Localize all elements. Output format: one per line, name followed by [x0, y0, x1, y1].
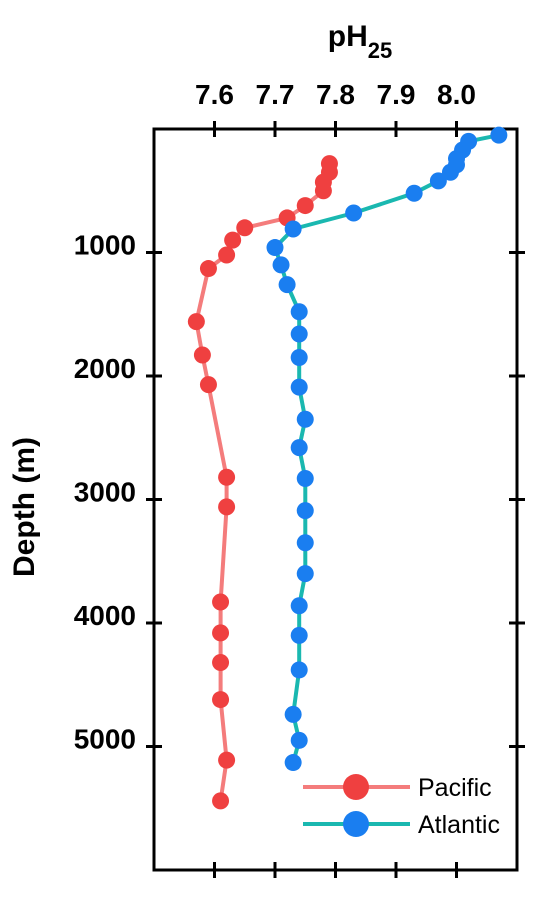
atlantic-point — [296, 470, 314, 488]
atlantic-point — [290, 439, 308, 457]
atlantic-point — [290, 303, 308, 321]
atlantic-point — [284, 705, 302, 723]
y-axis-title: Depth (m) — [8, 437, 41, 577]
atlantic-point — [278, 276, 296, 294]
pacific-point — [212, 792, 230, 810]
y-axis: 1000 2000 3000 4000 5000 — [74, 230, 525, 755]
pacific-point — [224, 231, 242, 249]
pacific-point — [296, 197, 314, 215]
legend: Pacific Atlantic — [303, 774, 500, 839]
plot-frame — [152, 127, 519, 872]
x-axis-title: pH25 — [328, 20, 392, 63]
atlantic-point — [405, 184, 423, 202]
atlantic-point — [290, 661, 308, 679]
atlantic-point — [345, 204, 363, 222]
y-tick-label: 5000 — [74, 724, 136, 755]
x-tick-label: 7.6 — [195, 79, 234, 110]
atlantic-point — [290, 731, 308, 749]
atlantic-point — [290, 626, 308, 644]
atlantic-point — [441, 163, 459, 181]
legend-atlantic-label: Atlantic — [418, 811, 500, 839]
atlantic-point — [490, 126, 508, 144]
x-tick-label: 7.9 — [377, 79, 416, 110]
pacific-point — [212, 624, 230, 642]
y-tick-label: 2000 — [74, 353, 136, 384]
pacific-point — [212, 654, 230, 672]
atlantic-point — [290, 597, 308, 615]
pacific-point — [218, 498, 236, 516]
x-axis-title-main: pH — [328, 20, 368, 53]
pacific-point — [199, 260, 217, 278]
pacific-point — [314, 182, 332, 200]
x-axis: 7.6 7.7 7.8 7.9 8.0 — [195, 79, 476, 878]
pacific-point — [193, 346, 211, 364]
legend-atlantic-marker — [343, 811, 369, 837]
atlantic-line — [273, 133, 500, 764]
pacific-point — [212, 691, 230, 709]
atlantic-point — [296, 565, 314, 583]
series-layer — [187, 126, 508, 810]
y-tick-label: 3000 — [74, 477, 136, 508]
pacific-point — [187, 313, 205, 331]
x-axis-title-subscript: 25 — [368, 38, 392, 63]
atlantic-point — [296, 502, 314, 520]
atlantic-point — [296, 534, 314, 552]
y-tick-label: 4000 — [74, 600, 136, 631]
x-tick-label: 7.7 — [256, 79, 295, 110]
atlantic-point — [290, 378, 308, 396]
pacific-point — [218, 246, 236, 264]
legend-pacific-label: Pacific — [418, 774, 492, 802]
x-tick-label: 8.0 — [437, 79, 476, 110]
plot-border — [152, 127, 519, 872]
atlantic-point — [284, 220, 302, 238]
atlantic-point — [296, 410, 314, 428]
pacific-point — [236, 219, 254, 237]
pacific-point — [212, 593, 230, 611]
x-tick-label: 7.8 — [316, 79, 355, 110]
legend-pacific-marker — [343, 774, 369, 800]
pacific-point — [218, 751, 236, 769]
atlantic-point — [290, 348, 308, 366]
atlantic-point — [429, 172, 447, 190]
atlantic-point — [266, 239, 284, 257]
pacific-point — [218, 468, 236, 486]
atlantic-point — [284, 754, 302, 772]
atlantic-point — [290, 325, 308, 343]
y-tick-label: 1000 — [74, 230, 136, 261]
pacific-point — [199, 376, 217, 394]
atlantic-point — [272, 256, 290, 274]
